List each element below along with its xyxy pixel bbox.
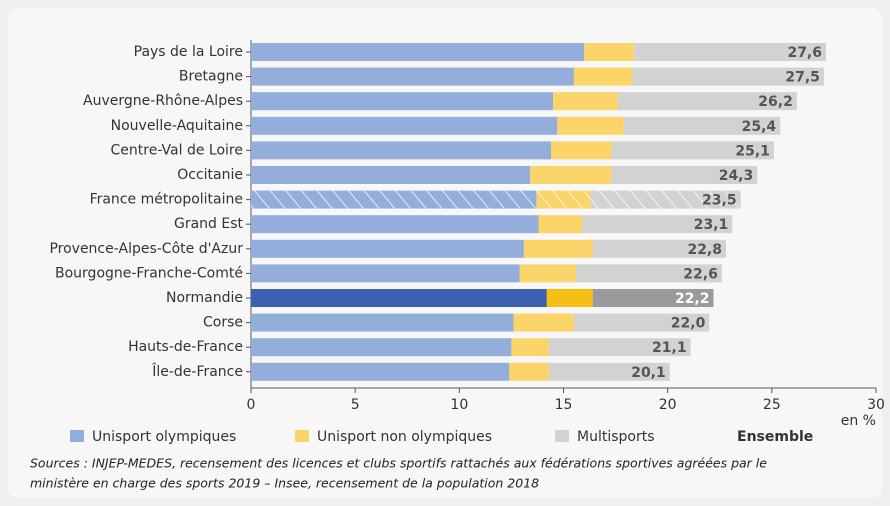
category-label: Île-de-France: [151, 362, 243, 380]
bar-segment: [251, 92, 554, 111]
total-label: 23,1: [694, 217, 729, 233]
legend-swatch: [70, 430, 84, 442]
category-label: France métropolitaine: [90, 192, 243, 208]
bar-segment: [530, 166, 612, 184]
total-label: 22,8: [687, 242, 722, 258]
category-label: Grand Est: [174, 216, 244, 232]
bar-segment: [509, 362, 549, 381]
category-label: Bourgogne-Franche-Comté: [55, 265, 243, 281]
legend-label: Ensemble: [737, 429, 813, 445]
bar-segment: [611, 141, 774, 160]
legend-label: Multisports: [577, 429, 655, 445]
bar-segment: [251, 190, 537, 209]
bar-segment: [590, 190, 741, 209]
bar-segment: [251, 264, 520, 283]
bar-segment: [251, 215, 539, 234]
category-label: Centre-Val de Loire: [111, 142, 243, 158]
bar-segment: [548, 362, 670, 381]
bar-segment: [251, 239, 524, 258]
bar-segment: [557, 116, 624, 135]
bar-segment: [251, 166, 531, 184]
bar-segment: [251, 67, 574, 86]
total-label: 25,1: [735, 143, 770, 159]
x-tick-label: 15: [555, 397, 573, 413]
total-label: 27,5: [785, 70, 820, 86]
bar-segment: [251, 289, 547, 307]
source: Sources : INJEP-MEDES, recensement des l…: [30, 456, 767, 471]
bar-segment: [611, 166, 758, 184]
bar-segment: [573, 67, 633, 86]
bar-segment: [634, 43, 826, 61]
legend-label: Unisport non olympiques: [317, 429, 492, 445]
category-label: Auvergne-Rhône-Alpes: [83, 93, 243, 109]
source: ministère en charge des sports 2019 – In…: [30, 476, 539, 491]
bar-segment: [538, 215, 583, 234]
total-label: 23,5: [702, 193, 737, 209]
total-label: 24,3: [719, 168, 754, 184]
bar-segment: [251, 313, 514, 332]
bar-segment: [592, 239, 726, 258]
total-label: 22,2: [675, 291, 710, 307]
bar-segment: [251, 141, 551, 160]
bar-segment: [617, 92, 797, 111]
bar-segment: [573, 313, 710, 332]
x-tick-label: 5: [351, 397, 360, 413]
bar-segment: [523, 239, 593, 258]
category-label: Occitanie: [177, 167, 243, 183]
bar-segment: [623, 116, 781, 135]
x-tick-label: 30: [867, 397, 885, 413]
bar-segment: [251, 362, 510, 381]
bar-segment: [513, 313, 574, 332]
legend-swatch: [295, 430, 309, 442]
unit-label: en %: [841, 413, 876, 429]
bar-segment: [251, 116, 558, 135]
x-tick-label: 10: [450, 397, 468, 413]
category-label: Corse: [203, 315, 243, 331]
category-label: Normandie: [166, 290, 243, 306]
x-tick-label: 0: [247, 397, 256, 413]
legend-swatch: [555, 430, 569, 442]
bar-segment: [251, 43, 585, 61]
bar-segment: [511, 338, 549, 357]
total-label: 26,2: [758, 94, 793, 110]
category-label: Nouvelle-Aquitaine: [111, 118, 243, 134]
bar-segment: [251, 338, 512, 357]
bar-segment: [551, 141, 612, 160]
bar-segment: [632, 67, 824, 86]
bar-segment: [548, 338, 691, 357]
x-tick-label: 25: [763, 397, 781, 413]
bar-segment: [592, 289, 714, 307]
total-label: 22,0: [671, 316, 706, 332]
total-label: 20,1: [631, 365, 666, 381]
category-label: Hauts-de-France: [128, 339, 243, 355]
legend-label: Unisport olympiques: [92, 429, 236, 445]
total-label: 21,1: [652, 340, 687, 356]
bar-segment: [553, 92, 618, 111]
x-tick-label: 20: [659, 397, 677, 413]
total-label: 22,6: [683, 266, 718, 282]
total-label: 25,4: [742, 119, 777, 135]
bar-segment: [576, 264, 722, 283]
bar-segment: [546, 289, 593, 307]
category-label: Provence-Alpes-Côte d'Azur: [49, 241, 243, 257]
bar-segment: [536, 190, 591, 209]
category-label: Bretagne: [179, 69, 243, 85]
category-label: Pays de la Loire: [134, 44, 243, 60]
bar-segment: [519, 264, 576, 283]
total-label: 27,6: [787, 45, 822, 61]
bar-segment: [584, 43, 635, 61]
bar-segment: [582, 215, 733, 234]
